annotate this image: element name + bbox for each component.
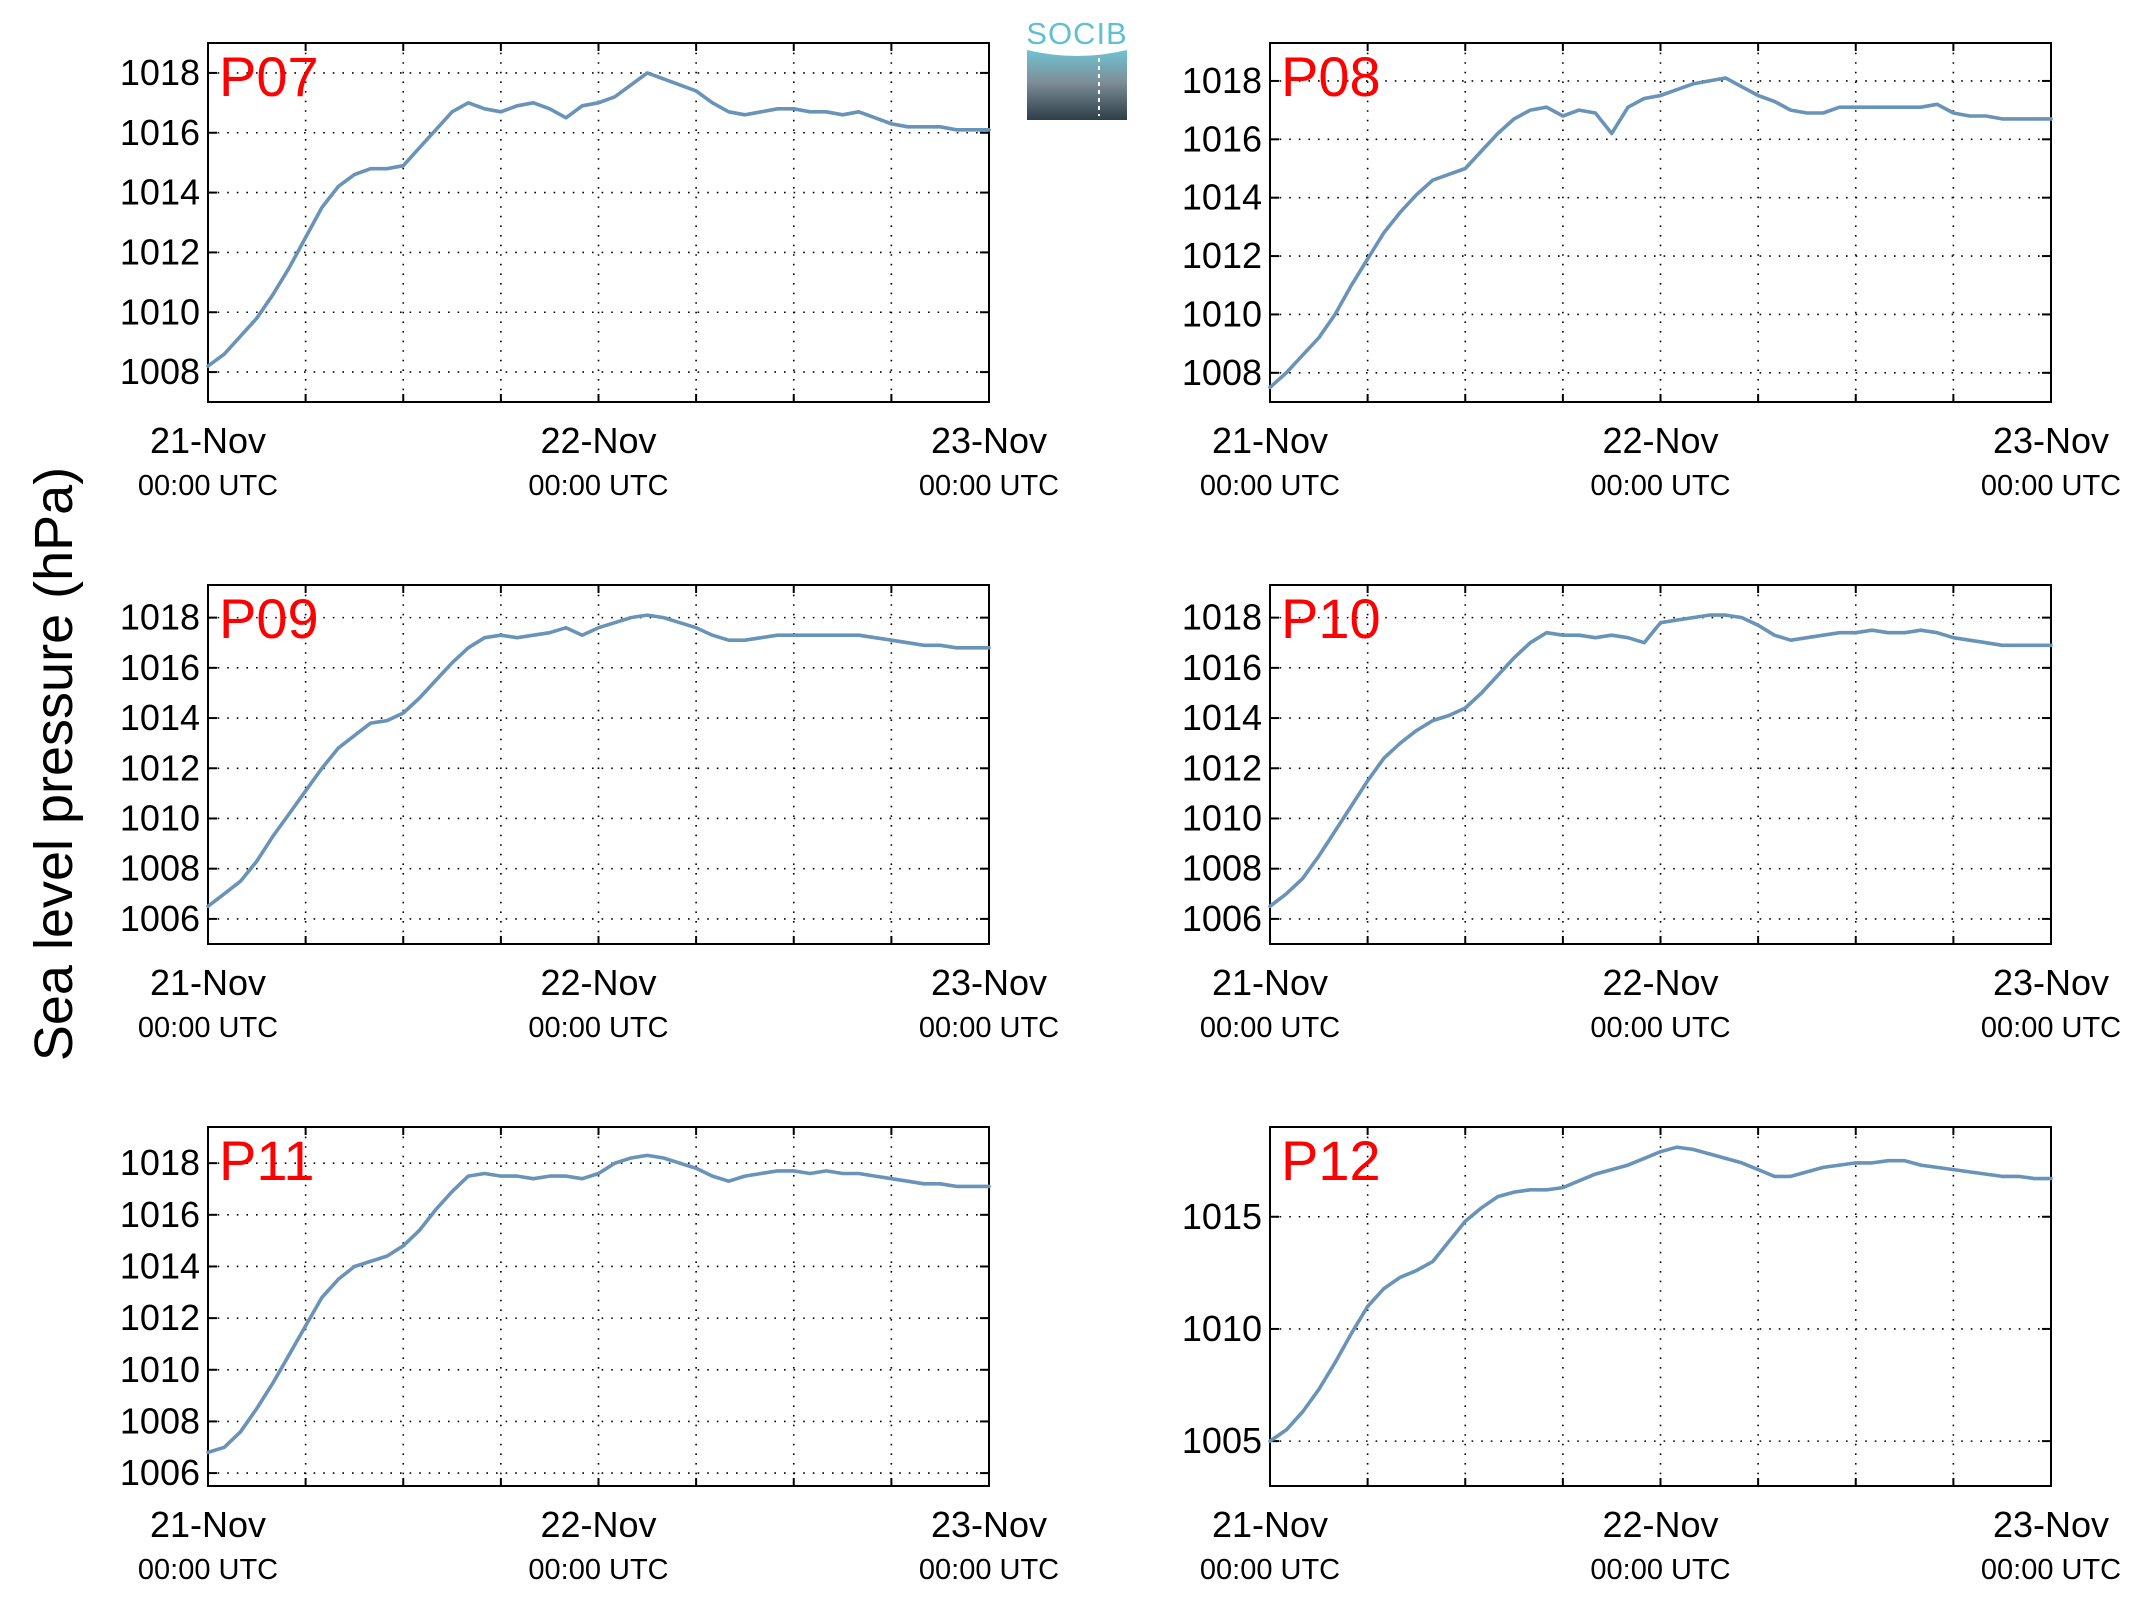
- x-tick-label-time: 00:00 UTC: [919, 1012, 1059, 1044]
- y-tick-label: 1018: [1182, 597, 1262, 638]
- plot-area-frame: [1269, 1126, 2052, 1487]
- y-tick-label: 1012: [1182, 747, 1262, 788]
- chart-panel-p10: 1006 1008 1010 1012 1014 1016 1018 21-Nov 00:00 …: [1182, 584, 2121, 1044]
- x-tick-label-date: 21-Nov: [150, 420, 266, 461]
- x-tick-label-date: 22-Nov: [1602, 962, 1718, 1003]
- x-tick-label-time: 00:00 UTC: [528, 470, 668, 502]
- y-tick-label: 1008: [120, 1400, 200, 1441]
- x-tick-label-date: 22-Nov: [1602, 1504, 1718, 1545]
- x-tick-label-date: 23-Nov: [1993, 962, 2109, 1003]
- x-tick-label-date: 23-Nov: [1993, 420, 2109, 461]
- y-tick-label: 1008: [1182, 848, 1262, 889]
- y-tick-label: 1010: [1182, 797, 1262, 838]
- y-tick-label: 1016: [120, 1194, 200, 1235]
- series-line-p11: [206, 1153, 991, 1455]
- y-tick-label: 1008: [120, 848, 200, 889]
- chart-panel-p07: 1008 1010 1012 1014 1016 1018 21-Nov 00:00 UTC 2…: [120, 42, 1059, 502]
- x-tick-label-time: 00:00 UTC: [1200, 470, 1340, 502]
- plot-area-frame: [207, 1126, 990, 1487]
- socib-logo-text: SOCIB: [1026, 16, 1127, 51]
- y-tick-label: 1012: [120, 1297, 200, 1338]
- x-tick-label-time: 00:00 UTC: [1590, 1012, 1730, 1044]
- y-tick-label: 1018: [120, 1142, 200, 1183]
- socib-logo-wave: [1027, 50, 1127, 120]
- panel-title: P10: [1281, 587, 1381, 650]
- chart-panel-p08: 1008 1010 1012 1014 1016 1018 21-Nov 00:00 UTC 2…: [1182, 42, 2121, 502]
- x-tick-label-date: 23-Nov: [931, 420, 1047, 461]
- y-tick-label: 1016: [1182, 647, 1262, 688]
- y-tick-label: 1018: [120, 597, 200, 638]
- y-tick-label: 1012: [120, 231, 200, 272]
- y-tick-label: 1016: [1182, 118, 1262, 159]
- y-tick-label: 1010: [1182, 293, 1262, 334]
- y-tick-label: 1006: [1182, 898, 1262, 939]
- x-tick-label-time: 00:00 UTC: [1200, 1012, 1340, 1044]
- y-tick-label: 1012: [1182, 235, 1262, 276]
- y-tick-label: 1005: [1182, 1420, 1262, 1461]
- y-tick-label: 1006: [120, 1452, 200, 1493]
- x-tick-label-date: 22-Nov: [540, 962, 656, 1003]
- x-tick-label-time: 00:00 UTC: [1981, 1012, 2121, 1044]
- y-tick-label: 1008: [1182, 352, 1262, 393]
- y-tick-label: 1016: [120, 112, 200, 153]
- y-tick-label: 1016: [120, 647, 200, 688]
- x-tick-label-time: 00:00 UTC: [1200, 1554, 1340, 1586]
- x-tick-label-time: 00:00 UTC: [919, 470, 1059, 502]
- chart-panel-p12: 1005 1010 1015 21-Nov 00:00 UTC 22-Nov 00:00 U…: [1182, 1126, 2121, 1586]
- plot-area-frame: [1269, 584, 2052, 945]
- x-tick-label-date: 21-Nov: [1212, 1504, 1328, 1545]
- socib-logo: SOCIB: [1026, 16, 1127, 120]
- y-tick-label: 1018: [1182, 60, 1262, 101]
- series-line-p07: [206, 71, 991, 368]
- y-tick-label: 1012: [120, 747, 200, 788]
- x-tick-label-date: 22-Nov: [1602, 420, 1718, 461]
- x-tick-label-date: 22-Nov: [540, 420, 656, 461]
- x-tick-label-time: 00:00 UTC: [1590, 1554, 1730, 1586]
- panel-title: P07: [219, 45, 319, 108]
- y-tick-label: 1010: [120, 291, 200, 332]
- x-tick-label-time: 00:00 UTC: [1590, 470, 1730, 502]
- panel-title: P08: [1281, 45, 1381, 108]
- y-tick-label: 1014: [120, 1245, 200, 1286]
- x-tick-label-date: 21-Nov: [1212, 420, 1328, 461]
- y-tick-label: 1014: [1182, 697, 1262, 738]
- x-tick-label-time: 00:00 UTC: [138, 1012, 278, 1044]
- x-tick-label-date: 21-Nov: [150, 1504, 266, 1545]
- x-tick-label-date: 23-Nov: [931, 1504, 1047, 1545]
- y-tick-label: 1014: [120, 172, 200, 213]
- y-tick-label: 1014: [120, 697, 200, 738]
- chart-panel-p11: 1006 1008 1010 1012 1014 1016 1018 21-Nov 00:00 …: [120, 1126, 1059, 1586]
- x-tick-label-time: 00:00 UTC: [1981, 470, 2121, 502]
- y-tick-label: 1006: [120, 898, 200, 939]
- x-tick-label-date: 23-Nov: [931, 962, 1047, 1003]
- global-y-axis-label: Sea level pressure (hPa): [24, 467, 84, 1061]
- series-line-p08: [1268, 76, 2053, 390]
- x-tick-label-time: 00:00 UTC: [1981, 1554, 2121, 1586]
- y-tick-label: 1014: [1182, 177, 1262, 218]
- x-tick-label-time: 00:00 UTC: [138, 470, 278, 502]
- x-tick-label-date: 21-Nov: [150, 962, 266, 1003]
- y-tick-label: 1010: [120, 1349, 200, 1390]
- x-tick-label-date: 22-Nov: [540, 1504, 656, 1545]
- panel-title: P12: [1281, 1129, 1381, 1192]
- x-tick-label-time: 00:00 UTC: [528, 1012, 668, 1044]
- x-tick-label-date: 21-Nov: [1212, 962, 1328, 1003]
- x-tick-label-date: 23-Nov: [1993, 1504, 2109, 1545]
- series-line-p12: [1268, 1145, 2053, 1443]
- y-tick-label: 1015: [1182, 1196, 1262, 1237]
- y-tick-label: 1010: [120, 797, 200, 838]
- plot-area-frame: [207, 42, 990, 403]
- panel-title: P09: [219, 587, 319, 650]
- x-tick-label-time: 00:00 UTC: [138, 1554, 278, 1586]
- y-tick-label: 1010: [1182, 1308, 1262, 1349]
- series-line-p09: [206, 613, 991, 909]
- y-tick-label: 1008: [120, 351, 200, 392]
- panel-title: P11: [219, 1129, 314, 1192]
- series-line-p10: [1268, 613, 2053, 909]
- x-tick-label-time: 00:00 UTC: [528, 1554, 668, 1586]
- x-tick-label-time: 00:00 UTC: [919, 1554, 1059, 1586]
- chart-panel-p09: 1006 1008 1010 1012 1014 1016 1018 21-Nov 00:00 …: [120, 584, 1059, 1044]
- y-tick-label: 1018: [120, 52, 200, 93]
